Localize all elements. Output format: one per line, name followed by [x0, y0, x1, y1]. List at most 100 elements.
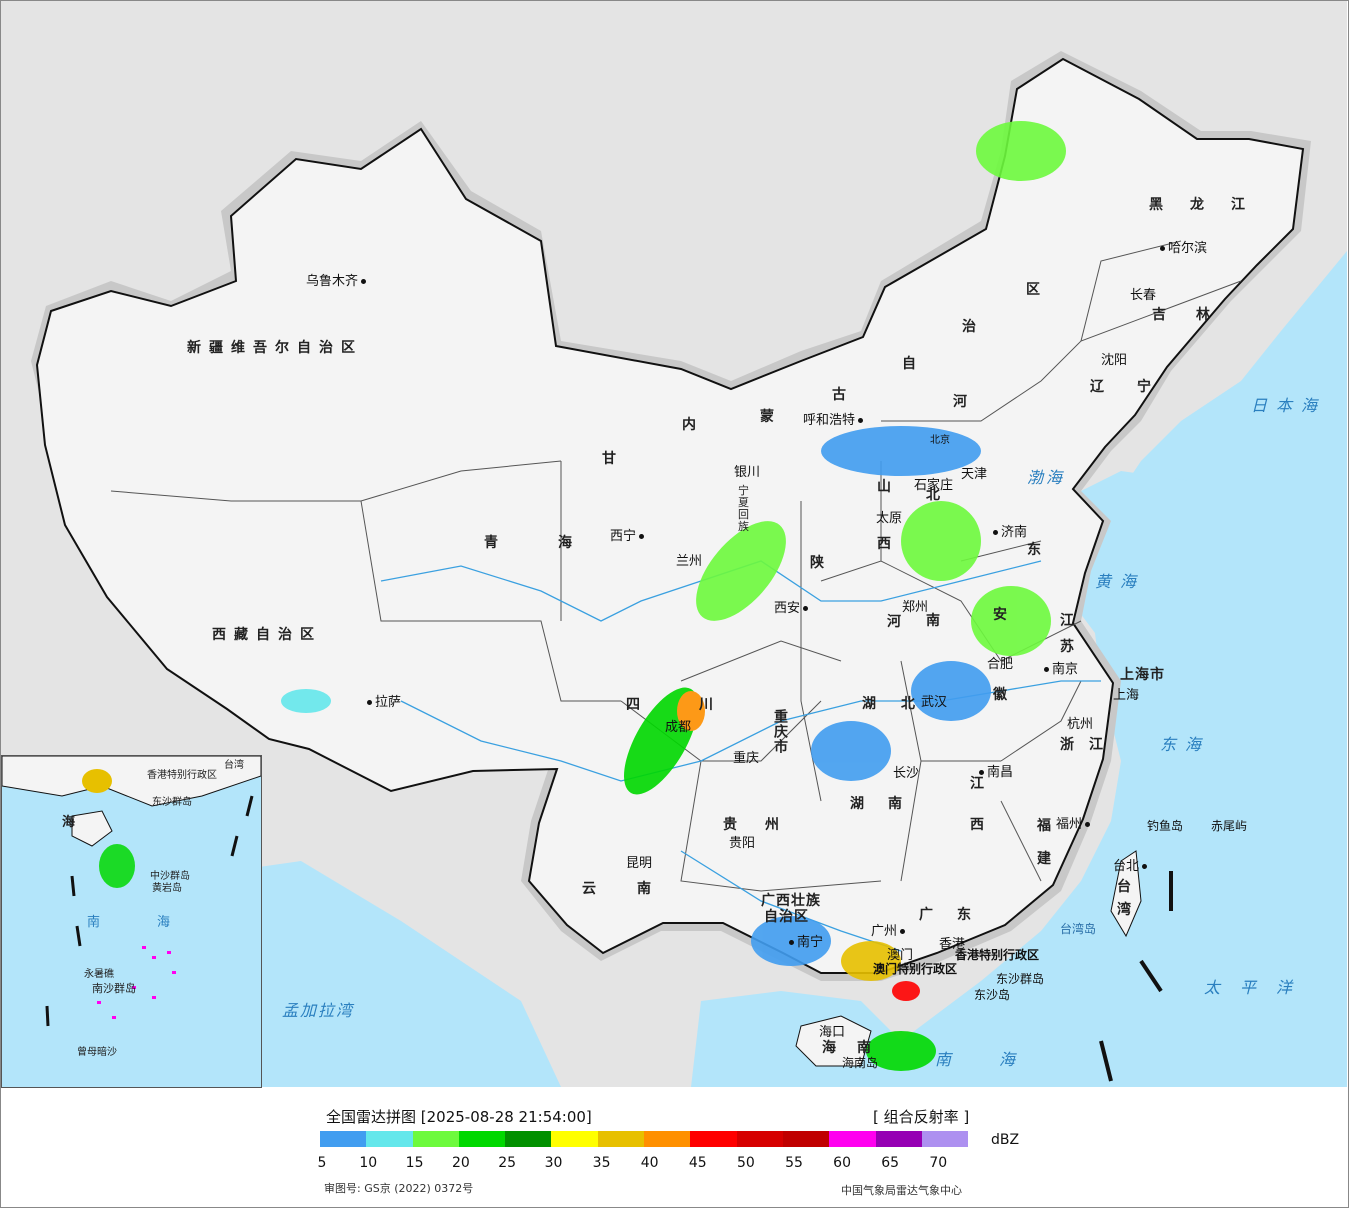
legend-tick-label: 45: [688, 1155, 707, 1171]
city-marker: [1085, 822, 1091, 827]
legend-title: 全国雷达拼图 [2025-08-28 21:54:00]: [326, 1108, 592, 1126]
city-marker: [1044, 667, 1049, 672]
city-label: 乌鲁木齐: [306, 270, 369, 289]
city-marker: [789, 940, 794, 945]
map-approval-number: 审图号: GS京 (2022) 0372号: [324, 1182, 474, 1195]
city-label: 北京: [930, 435, 950, 446]
island-label: 钓鱼岛: [1147, 819, 1184, 833]
region-label: 西: [877, 536, 899, 552]
region-label: 湖: [862, 696, 884, 712]
city-label: 天津: [961, 467, 988, 482]
echo-orange: [677, 691, 705, 731]
region-label: 浙: [1060, 737, 1082, 753]
inset-label: 台湾: [224, 760, 244, 771]
region-label: 南: [926, 613, 948, 629]
city-label: 济南: [990, 521, 1027, 540]
region-label: 治: [962, 319, 984, 335]
city-label: 南宁: [786, 931, 823, 950]
region-label: 北: [901, 696, 923, 712]
province-borders: [110, 240, 1242, 892]
city-label: 上海: [1113, 688, 1140, 703]
region-label: 海: [822, 1040, 844, 1056]
city-label: 海口: [819, 1025, 846, 1040]
city-label: 长春: [1130, 288, 1157, 303]
region-label: 江: [970, 776, 992, 792]
region-label: 建: [1037, 851, 1059, 867]
legend-swatch: [505, 1131, 552, 1147]
region-label: 川: [699, 697, 721, 713]
region-label: 安: [993, 607, 1015, 623]
region-label: 南: [857, 1040, 879, 1056]
maritime-boundary: [1099, 871, 1173, 1082]
inset-label: 香港特别行政区: [147, 770, 217, 781]
region-label: 吉: [1152, 307, 1174, 323]
echo-blue: [911, 661, 991, 721]
legend-tick-label: 35: [592, 1155, 611, 1171]
region-label: 龙: [1190, 197, 1212, 213]
city-label: 昆明: [626, 856, 653, 871]
legend-swatch: [458, 1131, 506, 1147]
inset-sea-label: 南: [87, 915, 101, 930]
region-label: 古: [832, 387, 854, 403]
legend-swatch: [597, 1131, 645, 1147]
city-label: 贵阳: [729, 836, 756, 851]
region-label: 甘: [602, 451, 624, 467]
city-label: 石家庄: [914, 478, 954, 493]
inset-label: 南沙群岛: [92, 982, 136, 995]
bay-of-bengal: [231, 861, 561, 1087]
echo-green: [976, 121, 1066, 181]
echo-green: [696, 521, 786, 621]
legend-swatch: [551, 1131, 598, 1147]
city-label: 福州: [1056, 813, 1093, 832]
organization-label: 中国气象局雷达气象中心: [841, 1184, 962, 1197]
region-label: 云: [582, 881, 604, 897]
region-label: 南: [888, 796, 910, 812]
legend-swatch: [320, 1131, 367, 1147]
region-label: 宁: [1137, 379, 1159, 395]
special-region-label: 澳门特别行政区: [873, 962, 958, 976]
city-label: 西宁: [610, 525, 647, 544]
hainan-island: [795, 1015, 872, 1067]
echo-blue: [811, 721, 891, 781]
south-china-sea-inset: 海 南 海 中沙群岛 黄岩岛 永暑礁 南沙群岛 曾母暗沙 东沙群岛 香港特别行政…: [1, 755, 262, 1088]
city-label: 合肥: [987, 657, 1014, 672]
echo-blue: [821, 426, 981, 476]
legend-tick-label: 20: [451, 1155, 470, 1171]
echo-red: [892, 981, 920, 1001]
region-label: 自: [902, 356, 924, 372]
city-label: 西安: [774, 597, 811, 616]
china-land: [35, 57, 1305, 974]
region-label: 苏: [1060, 639, 1082, 655]
city-marker: [361, 279, 367, 284]
taiwan-island: [1110, 850, 1142, 938]
echo-green: [901, 501, 981, 581]
legend-tick-label: 40: [640, 1155, 659, 1171]
region-label: 徽: [993, 687, 1015, 703]
city-label: 南昌: [976, 761, 1013, 780]
region-label: 州: [765, 817, 787, 833]
legend-tick-label: 10: [359, 1155, 378, 1171]
legend-unit: dBZ: [991, 1132, 1020, 1148]
region-label: 辽: [1090, 379, 1112, 395]
city-label: 澳门: [887, 948, 914, 963]
region-label-guangxi: 广西壮族: [761, 893, 821, 909]
city-marker: [979, 770, 984, 775]
region-label: 黑: [1149, 197, 1171, 213]
region-label: 江: [1231, 197, 1253, 213]
inset-sea-label: 海: [157, 915, 171, 930]
legend-tick-label: 30: [544, 1155, 563, 1171]
legend-swatch: [412, 1131, 459, 1147]
sea-label: 渤海: [1027, 468, 1066, 487]
legend-swatch: [690, 1131, 737, 1147]
sea-label: 黄海: [1095, 572, 1146, 591]
radar-echoes: [281, 121, 1066, 1071]
legend-swatch: [736, 1131, 783, 1147]
echo-green: [866, 1031, 936, 1071]
region-label: 湾: [1117, 902, 1139, 918]
echo-yellow: [841, 941, 901, 981]
legend-tick-label: 50: [736, 1155, 755, 1171]
city-label: 成都: [665, 720, 692, 735]
legend-tick-label: 55: [785, 1155, 803, 1171]
region-label: 江: [1060, 613, 1082, 629]
city-marker: [858, 418, 864, 423]
